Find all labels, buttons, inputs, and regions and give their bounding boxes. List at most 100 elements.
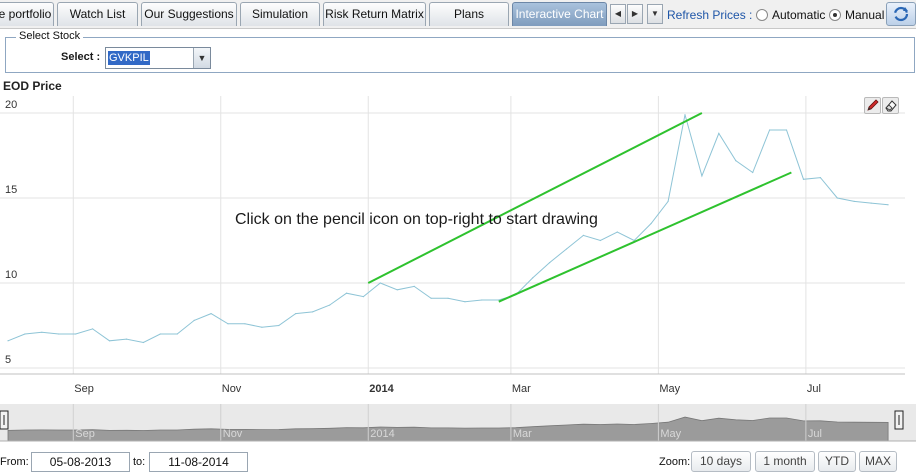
price-point [735, 160, 737, 162]
price-point [599, 239, 601, 242]
price-point [396, 289, 398, 291]
select-stock-group: Select Stock Select : GVKPIL ▼ [5, 30, 915, 73]
tab-e-portfolio[interactable]: e portfolio [0, 2, 54, 26]
tab-scroll-left-icon[interactable]: ◀ [610, 4, 626, 24]
tab-list-dropdown-icon[interactable]: ▼ [647, 4, 663, 24]
x-tick-label: 2014 [369, 383, 394, 395]
navigator-series [7, 416, 889, 442]
price-point [650, 222, 652, 225]
from-label: From: [0, 456, 29, 468]
navigator-tick-label: Mar [513, 428, 532, 440]
price-point [41, 331, 43, 333]
tab-risk-return-matrix[interactable]: Risk Return Matrix [323, 2, 426, 26]
price-point [582, 234, 585, 236]
zoom-1-month-button[interactable]: 1 month [755, 451, 815, 472]
price-point [548, 262, 551, 264]
pencil-icon[interactable] [864, 97, 881, 114]
price-point [667, 200, 669, 202]
price-point [92, 328, 94, 330]
price-point [481, 299, 483, 301]
tab-interactive-chart[interactable]: Interactive Chart [512, 2, 607, 26]
manual-radio-label: Manual [845, 8, 885, 22]
price-point [752, 171, 754, 174]
select-label: Select : [61, 51, 101, 63]
price-point [565, 248, 568, 250]
price-point [616, 231, 618, 233]
y-tick-label: 10 [5, 269, 17, 281]
price-point [819, 177, 821, 179]
navigator-tick-label: 2014 [370, 428, 394, 440]
price-point [430, 297, 432, 299]
price-point [802, 178, 805, 180]
tab-simulation[interactable]: Simulation [240, 2, 320, 26]
x-tick-label: Nov [222, 383, 242, 395]
price-point [328, 304, 331, 306]
price-point [701, 175, 703, 177]
price-point [176, 333, 178, 335]
manual-radio[interactable] [829, 9, 841, 21]
refresh-icon [893, 6, 909, 22]
price-point [532, 277, 534, 279]
price-point [210, 313, 212, 315]
price-point [464, 301, 466, 303]
price-point [75, 333, 77, 335]
from-date-input[interactable]: 05-08-2013 [31, 452, 130, 472]
navigator-tick-label: Jul [808, 428, 822, 440]
to-date-input[interactable]: 11-08-2014 [149, 452, 248, 472]
zoom-label: Zoom: [659, 456, 691, 468]
price-point [769, 129, 771, 131]
to-label: to: [133, 456, 146, 468]
price-point [853, 200, 855, 202]
price-point [379, 282, 381, 284]
stock-select[interactable]: GVKPIL ▼ [105, 47, 211, 69]
price-point [836, 197, 838, 199]
price-point [125, 338, 128, 340]
price-point [447, 297, 449, 299]
tab-scroll-right-icon[interactable]: ▶ [627, 4, 643, 24]
price-point [718, 132, 720, 134]
price-point [108, 340, 111, 342]
tab-our-suggestions[interactable]: Our Suggestions [141, 2, 237, 26]
zoom-10-days-button[interactable]: 10 days [691, 451, 751, 472]
price-point [261, 326, 263, 328]
stock-select-value: GVKPIL [108, 51, 150, 65]
tab-watch-list[interactable]: Watch List [57, 2, 138, 26]
price-point [345, 292, 348, 294]
y-tick-label: 15 [5, 184, 17, 196]
refresh-prices-label: Refresh Prices : [667, 8, 753, 22]
price-point [870, 202, 872, 204]
price-point [7, 340, 9, 342]
price-point [244, 323, 246, 325]
chart-title: EOD Price [3, 79, 62, 93]
refresh-button[interactable] [886, 2, 916, 26]
eraser-icon[interactable] [882, 97, 899, 114]
drawing-hint: Click on the pencil icon on top-right to… [235, 211, 598, 228]
tab-plans[interactable]: Plans [429, 2, 509, 26]
zoom-max-button[interactable]: MAX [859, 451, 897, 472]
price-point [295, 313, 297, 315]
price-point [498, 299, 500, 301]
price-point [193, 319, 195, 321]
tab-bar: e portfolio Watch List Our Suggestions S… [0, 0, 916, 29]
price-point [142, 341, 144, 344]
chevron-down-icon[interactable]: ▼ [193, 48, 210, 68]
navigator-tick-label: May [660, 428, 681, 440]
x-tick-label: Sep [74, 383, 94, 395]
price-point [684, 114, 686, 116]
navigator-tick-label: Sep [75, 428, 95, 440]
price-point [312, 311, 314, 313]
trend-line [498, 171, 792, 303]
select-stock-legend: Select Stock [16, 30, 84, 42]
price-point [227, 323, 229, 325]
trend-line [367, 112, 703, 284]
price-point [785, 129, 788, 131]
price-point [58, 333, 60, 335]
price-point [413, 285, 415, 287]
zoom-ytd-button[interactable]: YTD [818, 451, 856, 472]
automatic-radio-label: Automatic [772, 8, 826, 22]
navigator-tick-label: Nov [223, 428, 243, 440]
automatic-radio[interactable] [756, 9, 768, 21]
x-tick-label: May [659, 383, 680, 395]
x-tick-label: Mar [512, 383, 531, 395]
price-point [362, 296, 365, 298]
